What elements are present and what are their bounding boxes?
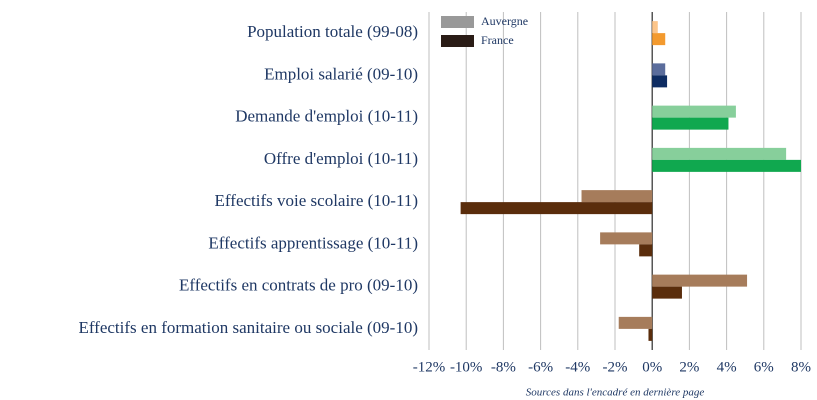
category-label: Effectifs en formation sanitaire ou soci… [78, 318, 418, 337]
bar [639, 244, 653, 257]
category-label: Emploi salarié (09-10) [264, 64, 418, 83]
bar [652, 21, 658, 34]
x-tick-label: -8% [491, 359, 516, 375]
legend-swatch [441, 35, 474, 47]
category-label: Effectifs en contrats de pro (09-10) [179, 276, 418, 295]
bar [652, 147, 787, 160]
bar [652, 75, 668, 88]
bar [652, 33, 666, 46]
bar [652, 274, 748, 287]
source-note: Sources dans l'encadré en dernière page [526, 387, 705, 399]
category-label: Offre d'emploi (10-11) [264, 149, 418, 168]
category-label: Effectifs apprentissage (10-11) [208, 233, 418, 252]
x-tick-label: -12% [413, 359, 446, 375]
legend-label: France [481, 33, 514, 47]
bar [652, 105, 736, 118]
bar [618, 316, 653, 329]
x-tick-label: -6% [528, 359, 553, 375]
x-tick-label: -4% [565, 359, 590, 375]
x-tick-label: 4% [717, 359, 737, 375]
x-tick-label: -2% [603, 359, 628, 375]
bar [648, 328, 653, 341]
x-tick-label: 0% [642, 359, 662, 375]
x-tick-label: 6% [754, 359, 774, 375]
x-tick-label: 2% [679, 359, 699, 375]
category-label: Demande d'emploi (10-11) [235, 107, 418, 126]
bar [581, 190, 653, 203]
bar [652, 159, 801, 172]
bar [652, 117, 729, 130]
bar [600, 232, 653, 245]
legend-label: Auvergne [481, 14, 528, 28]
category-label: Population totale (99-08) [247, 22, 418, 41]
bar [652, 286, 682, 299]
category-label: Effectifs voie scolaire (10-11) [215, 191, 418, 210]
legend-swatch [441, 16, 474, 28]
x-tick-label: -10% [450, 359, 483, 375]
x-tick-label: 8% [791, 359, 811, 375]
bar [652, 63, 666, 76]
bar [460, 202, 653, 215]
